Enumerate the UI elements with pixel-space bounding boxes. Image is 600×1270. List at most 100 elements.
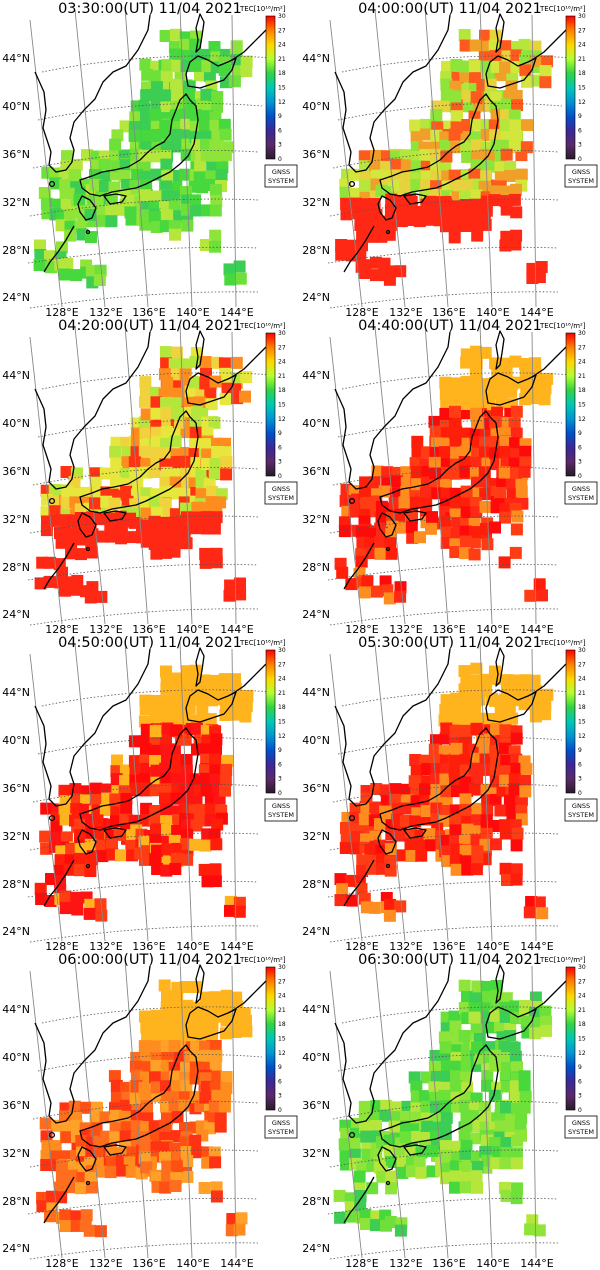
tec-cell	[385, 1170, 398, 1183]
colorbar-title: TEC[10¹⁶/m²]	[539, 5, 586, 13]
colorbar-tick-label: 21	[578, 56, 586, 63]
tec-cell	[484, 1021, 497, 1034]
tec-cell	[479, 218, 492, 231]
colorbar-title: TEC[10¹⁶/m²]	[539, 956, 586, 964]
tec-cell	[180, 511, 193, 524]
tec-cell	[169, 28, 182, 41]
tec-cell	[160, 70, 173, 82]
colorbar-tick-label: 30	[578, 964, 586, 971]
colorbar-tick-label: 0	[278, 790, 282, 797]
tec-cell	[498, 1040, 511, 1053]
colorbar-tick-label: 3	[578, 142, 582, 149]
tec-cell	[508, 773, 521, 786]
tec-cell	[139, 1089, 152, 1102]
tec-cell	[208, 467, 221, 480]
tec-cell	[489, 838, 502, 851]
tec-cell	[114, 849, 127, 862]
longitude-label: 140°E	[476, 1257, 509, 1268]
tec-cell	[189, 1134, 202, 1147]
longitude-label: 140°E	[476, 940, 509, 951]
tec-cell	[390, 158, 403, 171]
tec-cell	[161, 59, 174, 72]
tec-cell	[109, 149, 122, 162]
colorbar-title: TEC[10¹⁶/m²]	[239, 956, 286, 964]
tec-cell	[159, 119, 172, 132]
longitude-gridlines	[329, 324, 537, 625]
tec-cell	[200, 511, 213, 524]
tec-field	[334, 345, 554, 605]
colorbar-tick-label: 15	[278, 1036, 286, 1043]
longitude-label: 144°E	[220, 623, 253, 634]
tec-cell	[379, 1109, 392, 1122]
colorbar-tick-label: 21	[578, 373, 586, 380]
tec-cell	[174, 69, 187, 82]
colorbar-tick-label: 6	[278, 127, 282, 134]
latitude-labels: 44°N 40°N 36°N 32°N 28°N 24°N	[302, 52, 330, 304]
latitude-label: 36°N	[2, 465, 30, 478]
tec-cell	[105, 530, 118, 543]
svg-text:SYSTEM: SYSTEM	[268, 494, 294, 502]
tec-cell	[68, 169, 81, 182]
tec-cell	[496, 477, 509, 490]
tec-cell	[34, 882, 47, 895]
tec-cell	[440, 722, 453, 735]
tec-cell	[99, 1111, 112, 1124]
tec-cell	[228, 1016, 241, 1029]
tec-cell	[481, 1079, 494, 1092]
tec-cell	[458, 683, 471, 696]
tec-cell	[539, 382, 552, 395]
tec-cell	[508, 694, 521, 707]
tec-cell	[139, 395, 151, 408]
tec-cell	[470, 407, 482, 420]
tec-cell	[470, 1021, 483, 1033]
tec-cell	[208, 149, 221, 162]
tec-cell	[168, 358, 181, 371]
tec-cell	[70, 1119, 83, 1132]
tec-cell	[470, 189, 483, 202]
tec-cell	[169, 754, 182, 767]
tec-cell	[541, 372, 554, 385]
colorbar-tick-label: 27	[578, 661, 586, 668]
tec-cell	[375, 500, 388, 513]
tec-cell	[178, 1099, 191, 1112]
latitude-label: 40°N	[2, 100, 30, 113]
tec-cell	[149, 129, 162, 142]
tec-cell	[418, 1090, 431, 1103]
tec-cell	[149, 784, 162, 797]
colorbar-tick-label: 3	[578, 1093, 582, 1100]
tec-cell	[111, 129, 124, 142]
tec-cell	[471, 1181, 483, 1194]
tec-cell	[199, 356, 212, 368]
tec-cell	[449, 179, 462, 192]
tec-cell	[411, 435, 424, 448]
tec-cell	[34, 239, 46, 252]
tec-cell	[160, 1001, 173, 1014]
colorbar-tick-label: 9	[278, 747, 282, 754]
tec-cell	[470, 1170, 483, 1183]
longitude-label: 128°E	[345, 306, 378, 317]
tec-cell	[210, 838, 223, 851]
tec-cell	[519, 775, 532, 787]
tec-cell	[368, 901, 381, 914]
tec-cell	[479, 160, 492, 172]
tec-cell	[158, 89, 171, 102]
colorbar-tick-label: 6	[578, 444, 582, 451]
tec-cell	[168, 545, 181, 558]
tec-cell	[420, 178, 433, 191]
tec-cell	[214, 1120, 227, 1133]
tec-cell	[91, 1102, 103, 1114]
tec-cell	[150, 547, 163, 560]
latitude-label: 32°N	[302, 513, 330, 526]
tec-cell	[150, 1081, 163, 1094]
tec-cell	[500, 1137, 513, 1149]
tec-cell	[359, 1208, 372, 1221]
tec-cell	[170, 1080, 183, 1092]
tec-cell	[120, 1081, 133, 1094]
tec-cell	[230, 356, 243, 369]
tec-cell	[83, 1224, 96, 1237]
tec-cell	[70, 269, 83, 282]
tec-cell	[505, 476, 518, 489]
tec-cell	[69, 583, 82, 596]
